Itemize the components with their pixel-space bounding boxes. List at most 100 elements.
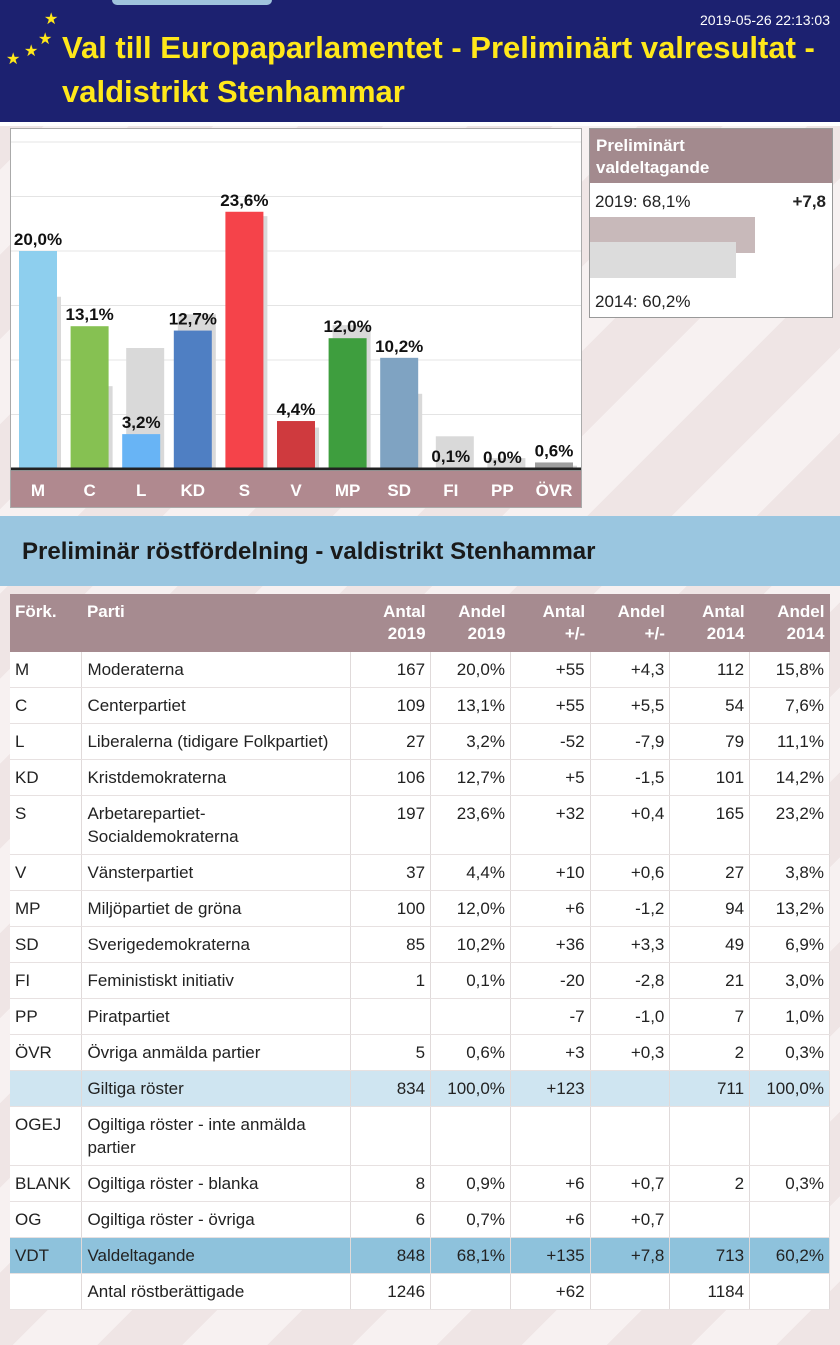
table-cell-dp: +3,3 [590, 926, 671, 963]
star-icon: ★ [6, 51, 21, 68]
table-cell-party: Ogiltiga röster - inte anmälda partier [81, 1106, 352, 1166]
table-cell-dn: +3 [510, 1034, 591, 1071]
table-cell-dn: +123 [510, 1070, 591, 1107]
table-cell-p19 [430, 1273, 511, 1310]
table-cell-p19: 0,9% [430, 1165, 511, 1202]
category-label-S: S [238, 481, 251, 500]
table-row: M Moderaterna 167 20,0% +55 +4,3 112 15,8% [10, 652, 830, 688]
column-header: Förk. [10, 594, 82, 652]
bar-chart: 20,0% 13,1% 3,2% 12,7% 23,6% 4,4% 12,0% 10,2% 0,… [10, 128, 582, 508]
table-cell-p14: 11,1% [749, 723, 830, 760]
data-label-PP: 0,0% [483, 448, 522, 467]
table-cell-dp: -1,2 [590, 890, 671, 927]
data-label-FI: 0,1% [431, 447, 470, 466]
turnout-title: Preliminärt valdeltagande [590, 129, 832, 183]
bar-2019-ÖVR[interactable] [535, 462, 573, 469]
table-cell-n19: 834 [350, 1070, 432, 1107]
table-cell-party: Kristdemokraterna [81, 759, 352, 796]
table-cell-p19: 0,7% [430, 1201, 511, 1238]
table-cell-abbr: S [10, 795, 83, 855]
table-cell-p19: 68,1% [430, 1237, 511, 1274]
table-cell-abbr: OG [10, 1201, 83, 1238]
table-cell-party: Övriga anmälda partier [81, 1034, 352, 1071]
table-cell-dp: -1,0 [590, 998, 671, 1035]
table-cell-n14: 94 [669, 890, 751, 927]
category-label-M: M [30, 481, 46, 500]
column-header: Antal 2019 [350, 594, 431, 652]
timestamp: 2019-05-26 22:13:03 [700, 12, 830, 28]
table-cell-n19: 6 [350, 1201, 432, 1238]
table-cell-p19: 20,0% [430, 652, 511, 688]
category-label-V: V [290, 481, 302, 500]
table-cell-abbr: C [10, 687, 83, 724]
table-cell-party: Giltiga röster [81, 1070, 352, 1107]
table-cell-n19: 106 [350, 759, 432, 796]
table-cell-party: Miljöpartiet de gröna [81, 890, 352, 927]
table-cell-party: Moderaterna [81, 652, 352, 688]
bar-2019-V[interactable] [277, 421, 315, 469]
table-cell-abbr [10, 1273, 83, 1310]
table-cell-n14: 165 [669, 795, 751, 855]
table-row: V Vänsterpartiet 37 4,4% +10 +0,6 27 3,8% [10, 854, 830, 891]
table-cell-party: Centerpartiet [81, 687, 352, 724]
bar-2019-L[interactable] [122, 434, 161, 469]
table-cell-abbr: M [10, 652, 83, 688]
column-header: Antal +/- [510, 594, 591, 652]
table-cell-n19: 1 [350, 962, 432, 999]
category-label-MP: MP [334, 481, 361, 500]
table-cell-p14: 13,2% [749, 890, 830, 927]
data-label-MP: 12,0% [323, 317, 371, 336]
table-cell-party: Feministiskt initiativ [81, 962, 352, 999]
table-cell-dn: +6 [510, 890, 591, 927]
table-cell-p14: 15,8% [749, 652, 830, 688]
bar-2019-SD[interactable] [380, 357, 419, 469]
table-row: SD Sverigedemokraterna 85 10,2% +36 +3,3 49 6,9… [10, 926, 830, 963]
table-cell-n14 [669, 1201, 751, 1238]
table-cell-n14: 101 [669, 759, 751, 796]
table-cell-party: Antal röstberättigade [81, 1273, 352, 1310]
bar-2019-KD[interactable] [173, 330, 212, 469]
table-row: MP Miljöpartiet de gröna 100 12,0% +6 -1,2 94 1… [10, 890, 830, 927]
section-title: Preliminär röstfördelning - valdistrikt … [22, 538, 596, 565]
table-cell-p19: 12,7% [430, 759, 511, 796]
table-row: OG Ogiltiga röster - övriga 6 0,7% +6 +0,7 [10, 1201, 830, 1238]
data-label-ÖVR: 0,6% [535, 441, 574, 460]
table-cell-p14: 3,0% [749, 962, 830, 999]
table-cell-p19 [430, 998, 511, 1035]
table-cell-p19: 0,1% [430, 962, 511, 999]
table-cell-n14: 54 [669, 687, 751, 724]
table-cell-dp [590, 1070, 671, 1107]
table-cell-abbr: OGEJ [10, 1106, 83, 1166]
table-cell-n19 [350, 998, 432, 1035]
table-cell-p19: 3,2% [430, 723, 511, 760]
table-cell-dn: +10 [510, 854, 591, 891]
column-header: Andel 2019 [430, 594, 511, 652]
table-cell-abbr: L [10, 723, 83, 760]
bar-2019-M[interactable] [19, 251, 57, 469]
table-row: OGEJ Ogiltiga röster - inte anmälda parti… [10, 1106, 830, 1166]
table-cell-p14 [749, 1273, 830, 1310]
column-header: Andel 2014 [749, 594, 830, 652]
table-cell-abbr: V [10, 854, 83, 891]
table-cell-dn: +6 [510, 1165, 591, 1202]
bar-2019-C[interactable] [70, 326, 109, 469]
table-cell-dp: +0,7 [590, 1165, 671, 1202]
bar-2019-S[interactable] [225, 211, 264, 469]
table-cell-dp: +4,3 [590, 652, 671, 688]
table-cell-p19: 100,0% [430, 1070, 511, 1107]
table-row: C Centerpartiet 109 13,1% +55 +5,5 54 7,6% [10, 687, 830, 724]
table-cell-n14: 21 [669, 962, 751, 999]
table-cell-dn [510, 1106, 591, 1166]
table-cell-p14 [749, 1201, 830, 1238]
bar-2019-MP[interactable] [328, 338, 367, 469]
page-title: Val till Europaparlamentet - Preliminärt… [62, 30, 815, 109]
table-cell-p19: 13,1% [430, 687, 511, 724]
table-cell-p19: 4,4% [430, 854, 511, 891]
table-cell-n14: 49 [669, 926, 751, 963]
header-tab[interactable] [112, 0, 272, 5]
table-cell-party: Sverigedemokraterna [81, 926, 352, 963]
x-axis-band [11, 471, 581, 507]
table-cell-n14: 2 [669, 1165, 751, 1202]
table-cell-abbr: PP [10, 998, 83, 1035]
table-cell-p19: 0,6% [430, 1034, 511, 1071]
